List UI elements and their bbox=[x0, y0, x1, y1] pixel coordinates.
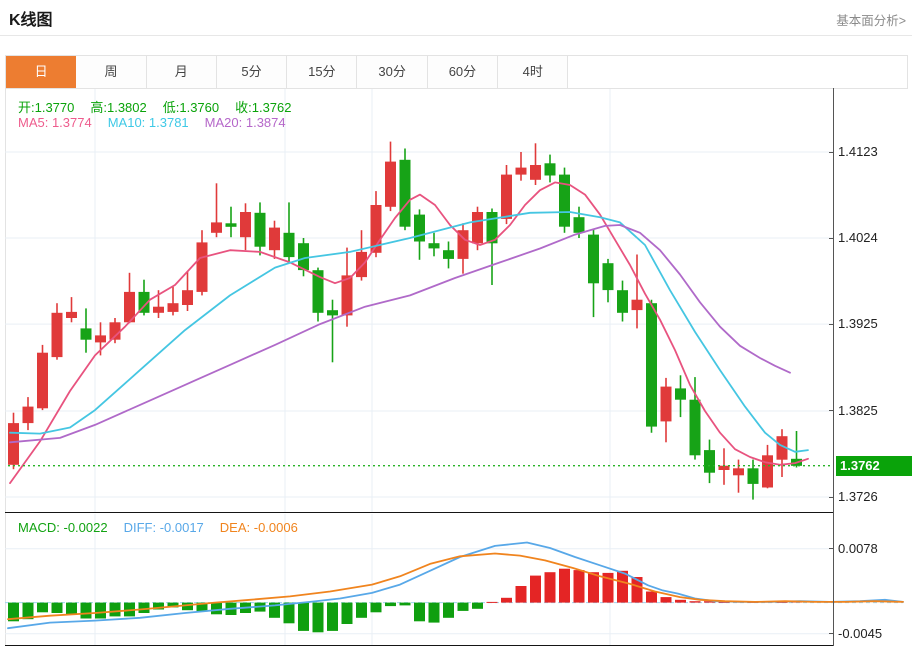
dea-line bbox=[7, 552, 904, 621]
axis-tick bbox=[829, 496, 834, 498]
macd-histogram bbox=[8, 568, 802, 633]
ma-readout: MA5: 1.3774 MA10: 1.3781 MA20: 1.3874 bbox=[18, 115, 302, 130]
tab-month[interactable]: 月 bbox=[146, 56, 217, 88]
tab-60min[interactable]: 60分 bbox=[427, 56, 499, 88]
price-axis-label: 1.4123 bbox=[838, 144, 878, 159]
ohlc-high: 高:1.3802 bbox=[90, 100, 147, 115]
macd-axis-label: 0.0078 bbox=[838, 540, 878, 556]
page-title: K线图 bbox=[9, 12, 53, 29]
tab-5min[interactable]: 5分 bbox=[216, 56, 288, 88]
dea-value: DEA: -0.0006 bbox=[219, 520, 298, 535]
ma20-line bbox=[9, 224, 791, 444]
macd-value: MACD: -0.0022 bbox=[18, 520, 108, 535]
price-axis-label: 1.4024 bbox=[838, 230, 878, 246]
fundamental-analysis-link[interactable]: 基本面分析> bbox=[836, 14, 906, 28]
macd-readout: MACD: -0.0022 DIFF: -0.0017 DEA: -0.0006 bbox=[18, 520, 314, 535]
axis-tick bbox=[829, 323, 834, 325]
axis-tick bbox=[829, 548, 834, 550]
ohlc-open: 开:1.3770 bbox=[18, 100, 75, 115]
ma10-line bbox=[9, 211, 809, 453]
tab-15min[interactable]: 15分 bbox=[287, 56, 358, 88]
bottom-border bbox=[5, 645, 834, 646]
tab-4hour[interactable]: 4时 bbox=[498, 56, 569, 88]
ma20-value: MA20: 1.3874 bbox=[204, 115, 286, 130]
axis-tick bbox=[829, 237, 834, 239]
diff-value: DIFF: -0.0017 bbox=[123, 520, 204, 535]
panel-separator bbox=[5, 512, 834, 513]
candlestick-chart[interactable] bbox=[5, 89, 905, 513]
tab-week[interactable]: 周 bbox=[76, 56, 147, 88]
ohlc-readout: 开:1.3770 高:1.3802 低:1.3760 收:1.3762 bbox=[18, 97, 308, 116]
current-price-tag: 1.3762 bbox=[836, 455, 912, 476]
axis-tick bbox=[829, 151, 834, 153]
ohlc-low: 低:1.3760 bbox=[162, 100, 220, 115]
candlestick-series bbox=[8, 141, 802, 500]
axis-tick bbox=[829, 410, 834, 412]
price-axis-label: 1.3726 bbox=[838, 489, 878, 504]
price-axis-line bbox=[833, 88, 834, 646]
ma5-value: MA5: 1.3774 bbox=[18, 115, 92, 130]
axis-tick bbox=[829, 633, 834, 635]
ma10-value: MA10: 1.3781 bbox=[107, 115, 189, 130]
tab-day[interactable]: 日 bbox=[6, 56, 77, 88]
macd-chart[interactable] bbox=[5, 514, 905, 646]
ohlc-close: 收:1.3762 bbox=[235, 100, 292, 115]
chart-left-border bbox=[5, 88, 6, 646]
diff-line bbox=[7, 541, 904, 630]
macd-axis-label: -0.0045 bbox=[838, 625, 883, 641]
title-divider bbox=[0, 35, 912, 36]
price-axis-label: 1.3925 bbox=[838, 316, 878, 332]
ma5-line bbox=[9, 181, 809, 485]
price-axis-label: 1.3825 bbox=[838, 402, 878, 418]
timeframe-tabs: 日周月 5分 15分 30分 60分 4时 bbox=[5, 55, 908, 89]
tab-30min[interactable]: 30分 bbox=[357, 56, 428, 88]
